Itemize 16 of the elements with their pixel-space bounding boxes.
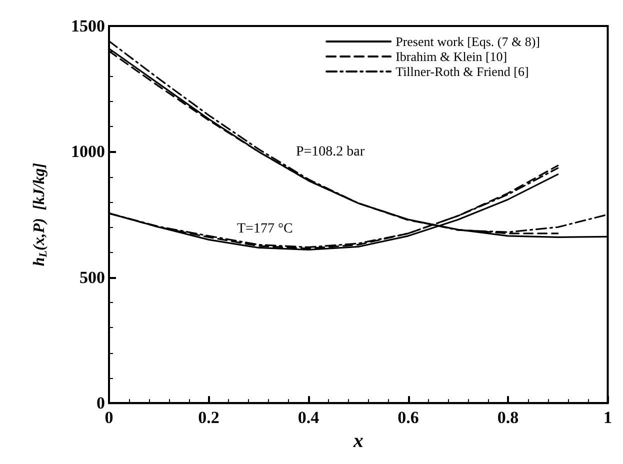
- y-tick-label: 500: [80, 268, 105, 287]
- y-tick-label: 1500: [71, 16, 105, 36]
- legend-label: Ibrahim & Klein [10]: [396, 49, 508, 64]
- x-tick-label: 0.4: [298, 408, 320, 428]
- annotation: P=108.2 bar: [296, 144, 365, 160]
- x-tick-label: 0.2: [198, 408, 220, 428]
- x-tick-label: 0.6: [398, 408, 419, 428]
- x-tick-label: 1: [604, 408, 612, 428]
- y-tick-label: 1000: [71, 142, 105, 162]
- legend-label: Present work [Eqs. (7 & 8)]: [396, 34, 540, 49]
- x-axis-title: x: [352, 430, 364, 452]
- y-tick-label: 0: [96, 394, 105, 413]
- y-axis-title: hL(x,P) [kJ/kg]: [31, 162, 50, 266]
- annotation: T=177 °C: [237, 222, 293, 236]
- x-tick-label: 0.8: [497, 408, 519, 428]
- legend-label: Tillner-Roth & Friend [6]: [396, 64, 529, 79]
